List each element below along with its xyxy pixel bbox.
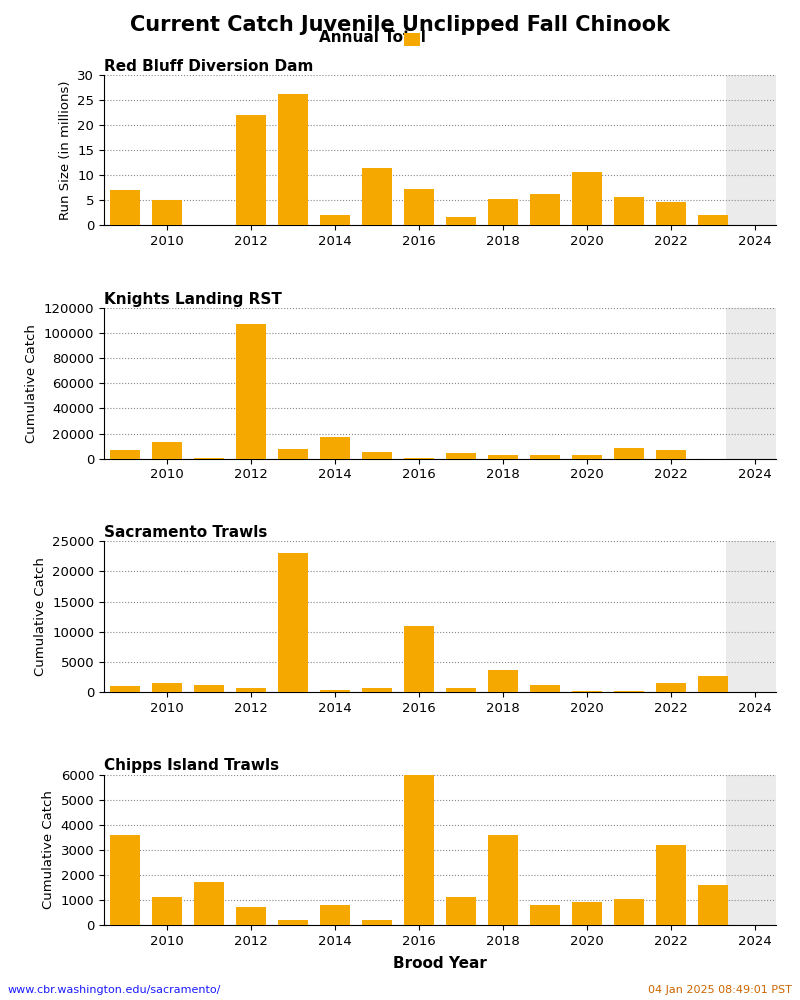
Bar [110,190,140,225]
Bar [488,835,518,925]
Bar [698,885,728,925]
Bar [362,688,392,692]
Bar [110,450,140,459]
Bar [488,455,518,459]
Bar [488,199,518,225]
Text: Knights Landing RST: Knights Landing RST [104,292,282,307]
Bar [404,626,434,692]
Text: www.cbr.washington.edu/sacramento/: www.cbr.washington.edu/sacramento/ [8,985,222,995]
Bar [530,905,560,925]
Bar [236,907,266,925]
Bar [656,845,686,925]
Bar [698,676,728,692]
Text: Sacramento Trawls: Sacramento Trawls [104,525,267,540]
Bar [572,691,602,692]
Bar [152,683,182,692]
Bar [320,690,350,692]
Bar [698,215,728,225]
Bar [320,215,350,225]
Bar [152,897,182,925]
Bar [362,920,392,925]
Y-axis label: Run Size (in millions): Run Size (in millions) [58,80,72,220]
Bar [530,194,560,225]
Bar [656,683,686,692]
Bar [236,688,266,692]
Text: Red Bluff Diversion Dam: Red Bluff Diversion Dam [104,59,314,74]
Bar [614,448,644,459]
Bar [530,685,560,692]
Text: Chipps Island Trawls: Chipps Island Trawls [104,758,279,773]
Bar [278,449,308,459]
Bar [194,685,224,692]
Bar [110,835,140,925]
Bar [446,453,476,459]
Bar [726,541,800,692]
Bar [278,920,308,925]
Text: Current Catch Juvenile Unclipped Fall Chinook: Current Catch Juvenile Unclipped Fall Ch… [130,15,670,35]
Bar [194,882,224,925]
Bar [572,172,602,225]
Bar [726,308,800,459]
Bar [110,686,140,692]
Bar [404,775,434,925]
Bar [572,455,602,459]
Bar [236,115,266,225]
Y-axis label: Cumulative Catch: Cumulative Catch [42,790,55,909]
Bar [362,168,392,225]
Bar [446,688,476,692]
Bar [320,905,350,925]
Bar [236,324,266,459]
Bar [488,670,518,692]
Bar [152,200,182,225]
Bar [194,458,224,459]
Bar [614,899,644,925]
Bar [278,553,308,692]
Bar [530,455,560,459]
Text: 04 Jan 2025 08:49:01 PST: 04 Jan 2025 08:49:01 PST [648,985,792,995]
Bar [726,775,800,925]
Bar [152,442,182,459]
Y-axis label: Cumulative Catch: Cumulative Catch [26,324,38,443]
Text: Annual Total: Annual Total [318,30,426,45]
Bar [572,902,602,925]
Bar [404,189,434,225]
Bar [656,202,686,225]
Y-axis label: Cumulative Catch: Cumulative Catch [34,557,46,676]
Bar [446,217,476,225]
Bar [320,437,350,459]
Bar [614,691,644,692]
Bar [278,94,308,225]
Bar [656,450,686,459]
Bar [726,75,800,225]
Bar [614,197,644,225]
Bar [446,897,476,925]
Bar [362,452,392,459]
X-axis label: Brood Year: Brood Year [393,956,487,971]
